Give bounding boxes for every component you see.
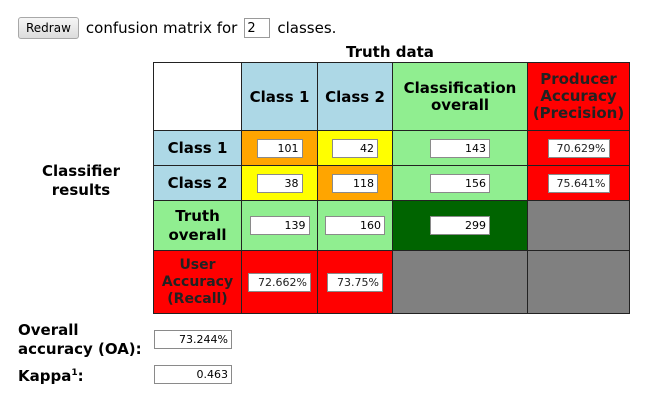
value-field[interactable]: 101 [256, 138, 303, 158]
value-field[interactable]: 72.662% [248, 272, 311, 292]
col-header-producer-accuracy: Producer Accuracy (Precision) [527, 62, 630, 131]
overall-accuracy-label: Overall accuracy (OA): [18, 321, 142, 358]
truth-data-heading: Truth data [346, 43, 434, 61]
kappa-label-colon: : [77, 367, 84, 385]
col-header-class-2: Class 2 [317, 62, 393, 131]
toolbar-prefix-text: confusion matrix for [85, 19, 238, 37]
kappa-label-text: Kappa [18, 367, 72, 385]
toolbar: Redraw confusion matrix for classes. [18, 16, 336, 40]
cell-r2-producer: 75.641% [527, 165, 630, 201]
cell-r2c1: 38 [241, 165, 318, 201]
cell-r2-overall: 156 [392, 165, 528, 201]
cell-truth-c1: 139 [241, 200, 318, 251]
cell-user-c1: 72.662% [241, 250, 318, 314]
row-header-class-1: Class 1 [153, 130, 242, 166]
class-count-input[interactable] [244, 18, 271, 38]
row-header-user-accuracy: User Accuracy (Recall) [153, 250, 242, 314]
value-field[interactable]: 143 [430, 138, 490, 158]
classifier-results-label: Classifier results [42, 162, 120, 199]
kappa-field[interactable]: 0.463 [154, 365, 232, 384]
row-header-class-2: Class 2 [153, 165, 242, 201]
value-field[interactable]: 160 [325, 216, 385, 235]
redraw-button[interactable]: Redraw [18, 17, 79, 39]
corner-cell [153, 62, 242, 131]
cell-user-c2: 73.75% [317, 250, 393, 314]
toolbar-suffix-text: classes. [277, 19, 337, 37]
confusion-matrix: Class 1 Class 2 Classification overall P… [153, 62, 630, 314]
cell-truth-c2: 160 [317, 200, 393, 251]
empty-gray-cell [527, 250, 630, 314]
cell-r1-producer: 70.629% [527, 130, 630, 166]
cell-r1-overall: 143 [392, 130, 528, 166]
kappa-footnote-marker: 1 [71, 368, 78, 378]
empty-gray-cell [392, 250, 528, 314]
col-header-class-1: Class 1 [241, 62, 318, 131]
value-field[interactable]: 38 [256, 173, 303, 193]
value-field[interactable]: 139 [249, 216, 310, 235]
cell-r2c2: 118 [317, 165, 393, 201]
value-field[interactable]: 73.75% [327, 272, 383, 292]
value-field[interactable]: 42 [332, 138, 378, 158]
cell-r1c1: 101 [241, 130, 318, 166]
overall-accuracy-field[interactable]: 73.244% [154, 330, 232, 349]
col-header-classification-overall: Classification overall [392, 62, 528, 131]
kappa-label: Kappa1: [18, 367, 84, 386]
empty-gray-cell [527, 200, 630, 251]
value-field[interactable]: 156 [430, 173, 490, 193]
cell-r1c2: 42 [317, 130, 393, 166]
row-header-truth-overall: Truth overall [153, 200, 242, 251]
value-field[interactable]: 70.629% [547, 138, 610, 158]
value-field[interactable]: 118 [332, 173, 378, 193]
cell-total: 299 [392, 200, 528, 251]
value-field[interactable]: 75.641% [547, 173, 610, 193]
value-field[interactable]: 299 [430, 216, 490, 235]
